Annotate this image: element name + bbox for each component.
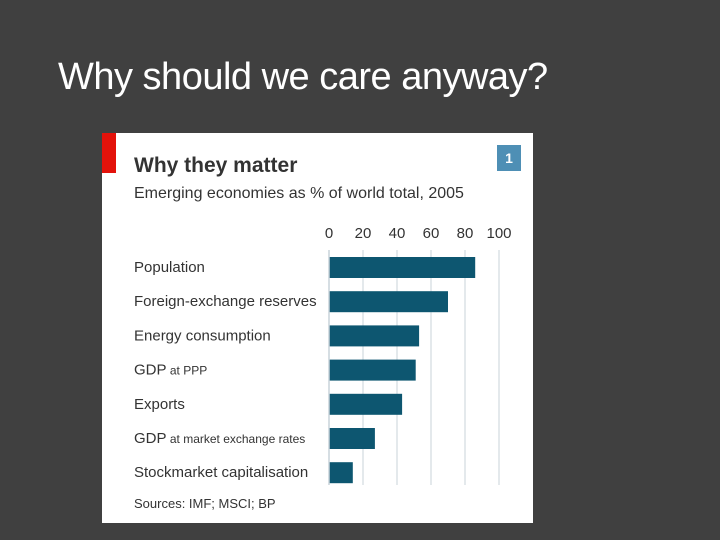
category-label: Foreign-exchange reserves	[134, 293, 317, 310]
accent-tag	[102, 133, 116, 173]
category-label: Population	[134, 259, 205, 276]
slide-title: Why should we care anyway?	[58, 56, 548, 98]
x-tick-label: 20	[355, 225, 372, 242]
bar	[329, 393, 403, 415]
bar	[329, 462, 353, 484]
bar-chart: 0 20 40 60 80 100 Population Foreign-exchange r…	[134, 225, 512, 485]
category-label: Energy consumption	[134, 327, 271, 344]
x-tick-label: 100	[486, 225, 511, 242]
category-label: Stockmarket capitalisation	[134, 464, 308, 481]
x-tick-label: 60	[423, 225, 440, 242]
bar	[329, 257, 476, 278]
chart-number-badge: 1	[497, 145, 521, 171]
chart-source: Sources: IMF; MSCI; BP	[134, 496, 276, 511]
x-tick-label: 0	[325, 225, 333, 242]
chart-card: Why they matter Emerging economies as % …	[102, 133, 533, 523]
category-label: GDP at PPP	[134, 362, 207, 379]
chart-subtitle: Emerging economies as % of world total, …	[134, 185, 464, 202]
bar	[329, 359, 416, 381]
category-label: GDP at market exchange rates	[134, 430, 305, 447]
chart-title: Why they matter	[134, 154, 298, 177]
x-tick-label: 80	[457, 225, 474, 242]
x-tick-label: 40	[389, 225, 406, 242]
bar	[329, 325, 420, 347]
category-label: Exports	[134, 396, 185, 413]
bar	[329, 428, 375, 449]
bar	[329, 291, 448, 313]
